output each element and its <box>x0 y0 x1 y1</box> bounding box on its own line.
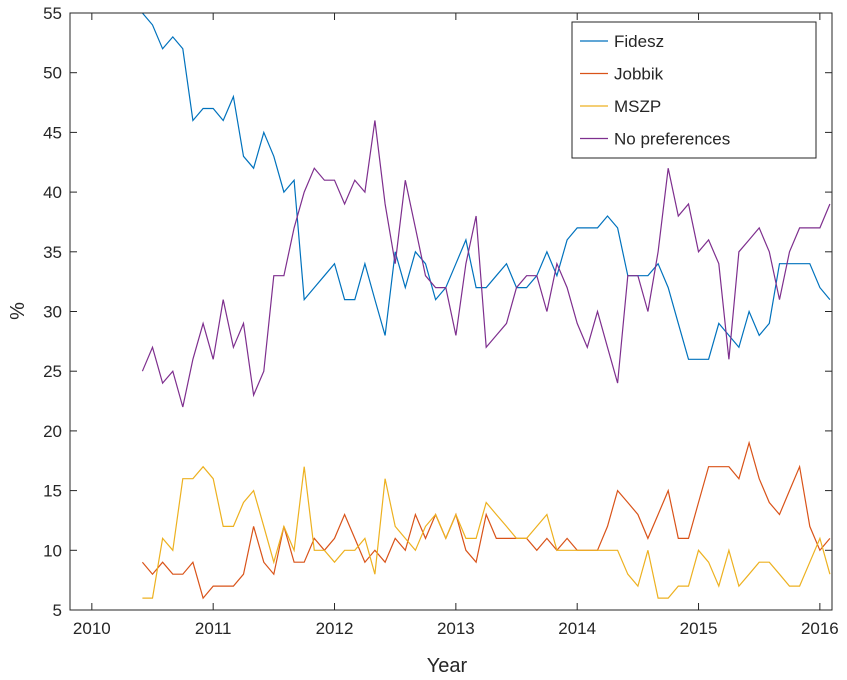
legend-label: Jobbik <box>614 65 664 84</box>
x-tick-label: 2013 <box>437 619 475 638</box>
y-tick-label: 15 <box>43 482 62 501</box>
y-tick-label: 35 <box>43 243 62 262</box>
y-tick-label: 45 <box>43 123 62 142</box>
x-tick-label: 2014 <box>558 619 596 638</box>
y-tick-label: 25 <box>43 362 62 381</box>
y-tick-label: 10 <box>43 541 62 560</box>
x-tick-label: 2016 <box>801 619 839 638</box>
y-tick-label: 40 <box>43 183 62 202</box>
y-tick-label: 30 <box>43 303 62 322</box>
x-tick-label: 2015 <box>680 619 718 638</box>
series-line <box>141 440 831 600</box>
x-tick-label: 2011 <box>195 619 232 638</box>
legend: Fidesz Jobbik MSZP No preferences <box>571 21 817 159</box>
x-tick-label: 2010 <box>73 619 111 638</box>
legend-label: No preferences <box>614 130 730 149</box>
series-line <box>142 465 831 599</box>
y-tick-label: 50 <box>43 64 62 83</box>
series-line <box>141 120 831 408</box>
y-tick-label: 55 <box>43 4 62 23</box>
legend-box <box>571 21 817 159</box>
axes-box <box>69 12 833 611</box>
y-tick-label: 5 <box>53 601 62 620</box>
y-tick-label: 20 <box>43 422 62 441</box>
y-axis-label: % <box>7 302 29 320</box>
x-tick-label: 2012 <box>316 619 354 638</box>
x-axis-label: Year <box>427 655 468 677</box>
legend-label: MSZP <box>614 97 661 116</box>
series-line <box>141 12 831 360</box>
legend-label: Fidesz <box>614 32 664 51</box>
